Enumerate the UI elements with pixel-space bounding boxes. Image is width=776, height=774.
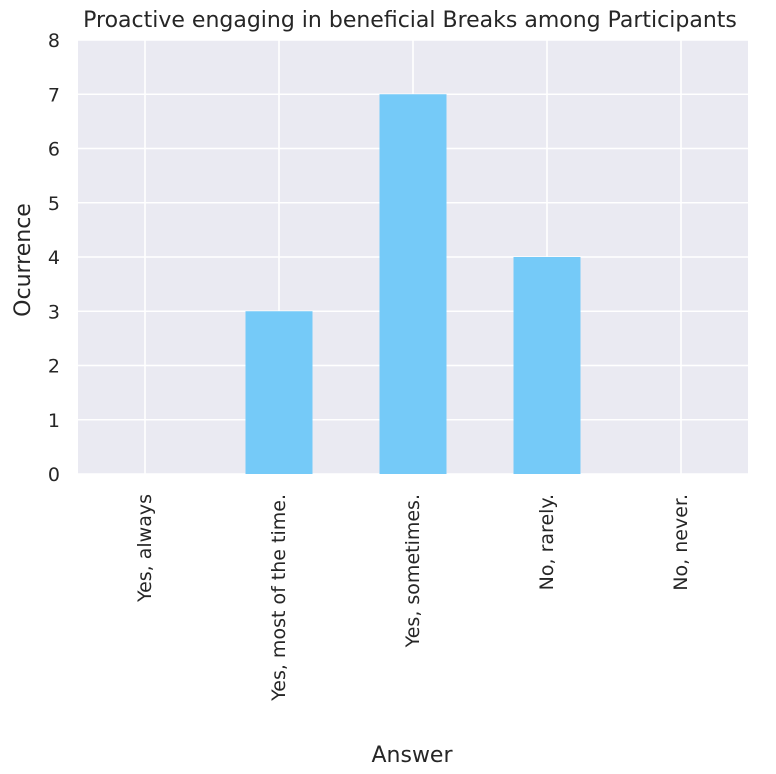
y-tick-label: 5	[48, 193, 60, 215]
bar	[245, 311, 313, 474]
y-tick-labels: 0 1 2 3 4 5 6 7 8	[48, 30, 60, 486]
bar	[379, 94, 447, 474]
y-tick-label: 6	[48, 139, 60, 161]
x-axis-label: Answer	[371, 743, 453, 768]
x-tick-labels: Yes, always Yes, most of the time. Yes, so…	[134, 494, 692, 702]
y-tick-label: 3	[48, 301, 60, 323]
x-tick-label: No, never.	[670, 494, 692, 591]
y-axis-label: Ocurrence	[11, 203, 36, 317]
bars	[245, 94, 581, 474]
y-tick-label: 8	[48, 30, 60, 52]
x-tick-label: Yes, sometimes.	[402, 494, 424, 648]
bar	[513, 257, 581, 474]
x-tick-label: No, rarely.	[536, 494, 558, 590]
chart-title: Proactive engaging in beneficial Breaks …	[83, 8, 737, 33]
y-tick-label: 7	[48, 84, 60, 106]
x-tick-label: Yes, most of the time.	[268, 494, 290, 702]
y-tick-label: 1	[48, 410, 60, 432]
y-tick-label: 0	[48, 464, 60, 486]
y-tick-label: 4	[48, 247, 60, 269]
x-tick-label: Yes, always	[134, 494, 156, 603]
y-tick-label: 2	[48, 356, 60, 378]
